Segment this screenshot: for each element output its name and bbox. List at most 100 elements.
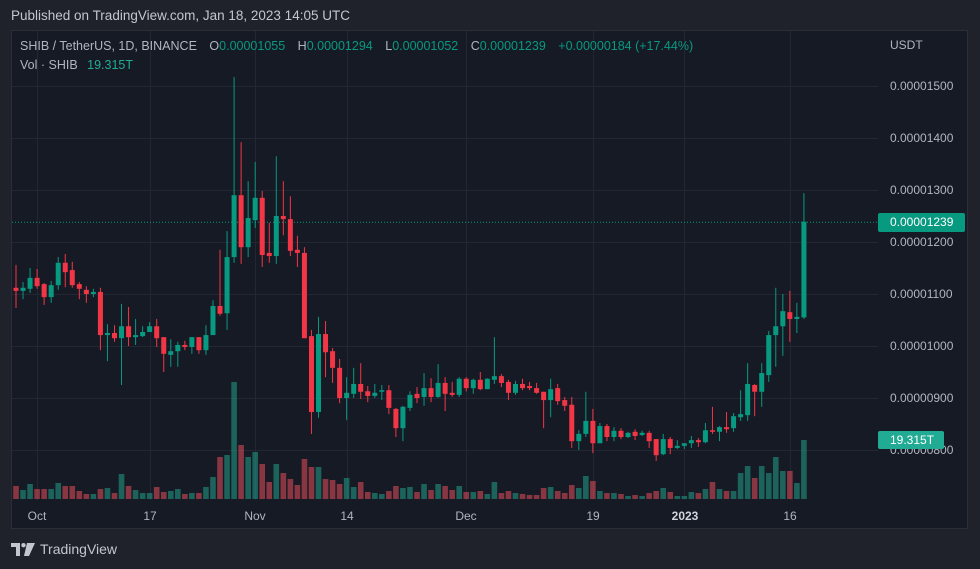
candle-body[interactable] <box>773 326 779 336</box>
candle-body[interactable] <box>351 383 357 394</box>
candle-body[interactable] <box>189 337 195 348</box>
candle-body[interactable] <box>379 390 385 392</box>
candle-body[interactable] <box>323 334 329 353</box>
candle-body[interactable] <box>407 394 413 408</box>
candle-body[interactable] <box>238 195 244 248</box>
candle-body[interactable] <box>386 390 392 408</box>
candle-body[interactable] <box>456 378 462 395</box>
candle-body[interactable] <box>717 427 722 432</box>
candle-body[interactable] <box>13 287 19 291</box>
candle-body[interactable] <box>660 439 666 455</box>
candle-body[interactable] <box>203 335 209 351</box>
candle-body[interactable] <box>27 277 33 289</box>
candle-body[interactable] <box>273 216 279 257</box>
candle-body[interactable] <box>702 430 708 443</box>
candle-body[interactable] <box>97 291 103 336</box>
currency-label[interactable]: USDT <box>890 38 923 52</box>
candle-body[interactable] <box>759 373 765 392</box>
candle-body[interactable] <box>330 351 336 368</box>
candle-body[interactable] <box>76 284 82 289</box>
candle-body[interactable] <box>646 432 652 442</box>
candle-body[interactable] <box>435 382 441 397</box>
chart-pane[interactable] <box>11 30 968 529</box>
candle-body[interactable] <box>372 392 378 396</box>
candle-body[interactable] <box>175 344 181 352</box>
candle-body[interactable] <box>548 389 554 401</box>
candle-body[interactable] <box>20 287 26 291</box>
candle-body[interactable] <box>48 285 54 298</box>
candle-body[interactable] <box>55 262 61 286</box>
candle-body[interactable] <box>618 430 624 437</box>
volume-label[interactable]: Vol · SHIB <box>20 58 78 72</box>
candle-body[interactable] <box>555 388 561 402</box>
candle-body[interactable] <box>182 344 188 348</box>
candle-body[interactable] <box>69 270 75 286</box>
candle-body[interactable] <box>301 252 307 339</box>
candle-body[interactable] <box>358 383 364 392</box>
candle-body[interactable] <box>752 385 758 392</box>
candle-body[interactable] <box>604 426 610 437</box>
candle-body[interactable] <box>801 221 807 318</box>
candle-body[interactable] <box>794 316 800 319</box>
candle-body[interactable] <box>562 400 568 406</box>
candle-body[interactable] <box>83 289 89 294</box>
candle-body[interactable] <box>442 382 448 394</box>
candle-body[interactable] <box>210 305 216 336</box>
candle-body[interactable] <box>294 249 300 253</box>
candle-body[interactable] <box>400 406 406 429</box>
tradingview-logo[interactable]: TradingView <box>11 541 117 557</box>
candle-body[interactable] <box>738 414 744 418</box>
candle-body[interactable] <box>337 367 343 398</box>
candle-body[interactable] <box>745 383 751 416</box>
candle-body[interactable] <box>421 388 427 397</box>
candle-body[interactable] <box>498 376 504 383</box>
candle-body[interactable] <box>787 312 793 319</box>
candle-body[interactable] <box>344 392 350 398</box>
candle-body[interactable] <box>414 393 420 398</box>
candle-body[interactable] <box>780 311 786 327</box>
candle-body[interactable] <box>688 440 694 444</box>
candle-body[interactable] <box>597 426 603 444</box>
candle-body[interactable] <box>224 257 230 314</box>
candle-body[interactable] <box>695 440 701 443</box>
candle-body[interactable] <box>217 305 223 314</box>
candle-body[interactable] <box>449 392 455 395</box>
candle-body[interactable] <box>231 195 237 258</box>
candle-body[interactable] <box>505 381 511 393</box>
candle-body[interactable] <box>667 439 673 448</box>
candle-body[interactable] <box>147 326 153 332</box>
candle-body[interactable] <box>576 433 582 442</box>
candle-body[interactable] <box>724 427 730 430</box>
candle-body[interactable] <box>534 388 540 393</box>
candle-body[interactable] <box>259 197 265 255</box>
candle-body[interactable] <box>583 420 589 434</box>
candle-body[interactable] <box>252 197 258 221</box>
candle-body[interactable] <box>133 335 139 338</box>
candle-body[interactable] <box>569 404 575 442</box>
candle-body[interactable] <box>196 337 202 351</box>
candle-body[interactable] <box>470 379 476 389</box>
candle-body[interactable] <box>639 432 645 435</box>
candle-body[interactable] <box>316 334 322 413</box>
candle-body[interactable] <box>709 430 715 432</box>
candle-body[interactable] <box>126 326 132 338</box>
candle-body[interactable] <box>280 216 286 220</box>
symbol-title[interactable]: SHIB / TetherUS, 1D, BINANCE <box>20 39 197 53</box>
candle-body[interactable] <box>541 391 547 401</box>
candle-body[interactable] <box>154 326 160 339</box>
candle-body[interactable] <box>512 383 518 393</box>
candle-body[interactable] <box>168 351 174 355</box>
candle-body[interactable] <box>266 252 272 257</box>
candle-body[interactable] <box>428 388 434 397</box>
candle-body[interactable] <box>140 331 146 337</box>
candle-body[interactable] <box>625 432 631 437</box>
candle-body[interactable] <box>484 378 490 390</box>
candle-body[interactable] <box>611 430 617 437</box>
candle-body[interactable] <box>62 262 68 273</box>
candle-body[interactable] <box>90 291 96 294</box>
candle-body[interactable] <box>463 378 469 389</box>
candle-body[interactable] <box>653 439 659 456</box>
candle-body[interactable] <box>674 445 680 448</box>
candle-body[interactable] <box>632 431 638 436</box>
candle-body[interactable] <box>527 386 533 389</box>
